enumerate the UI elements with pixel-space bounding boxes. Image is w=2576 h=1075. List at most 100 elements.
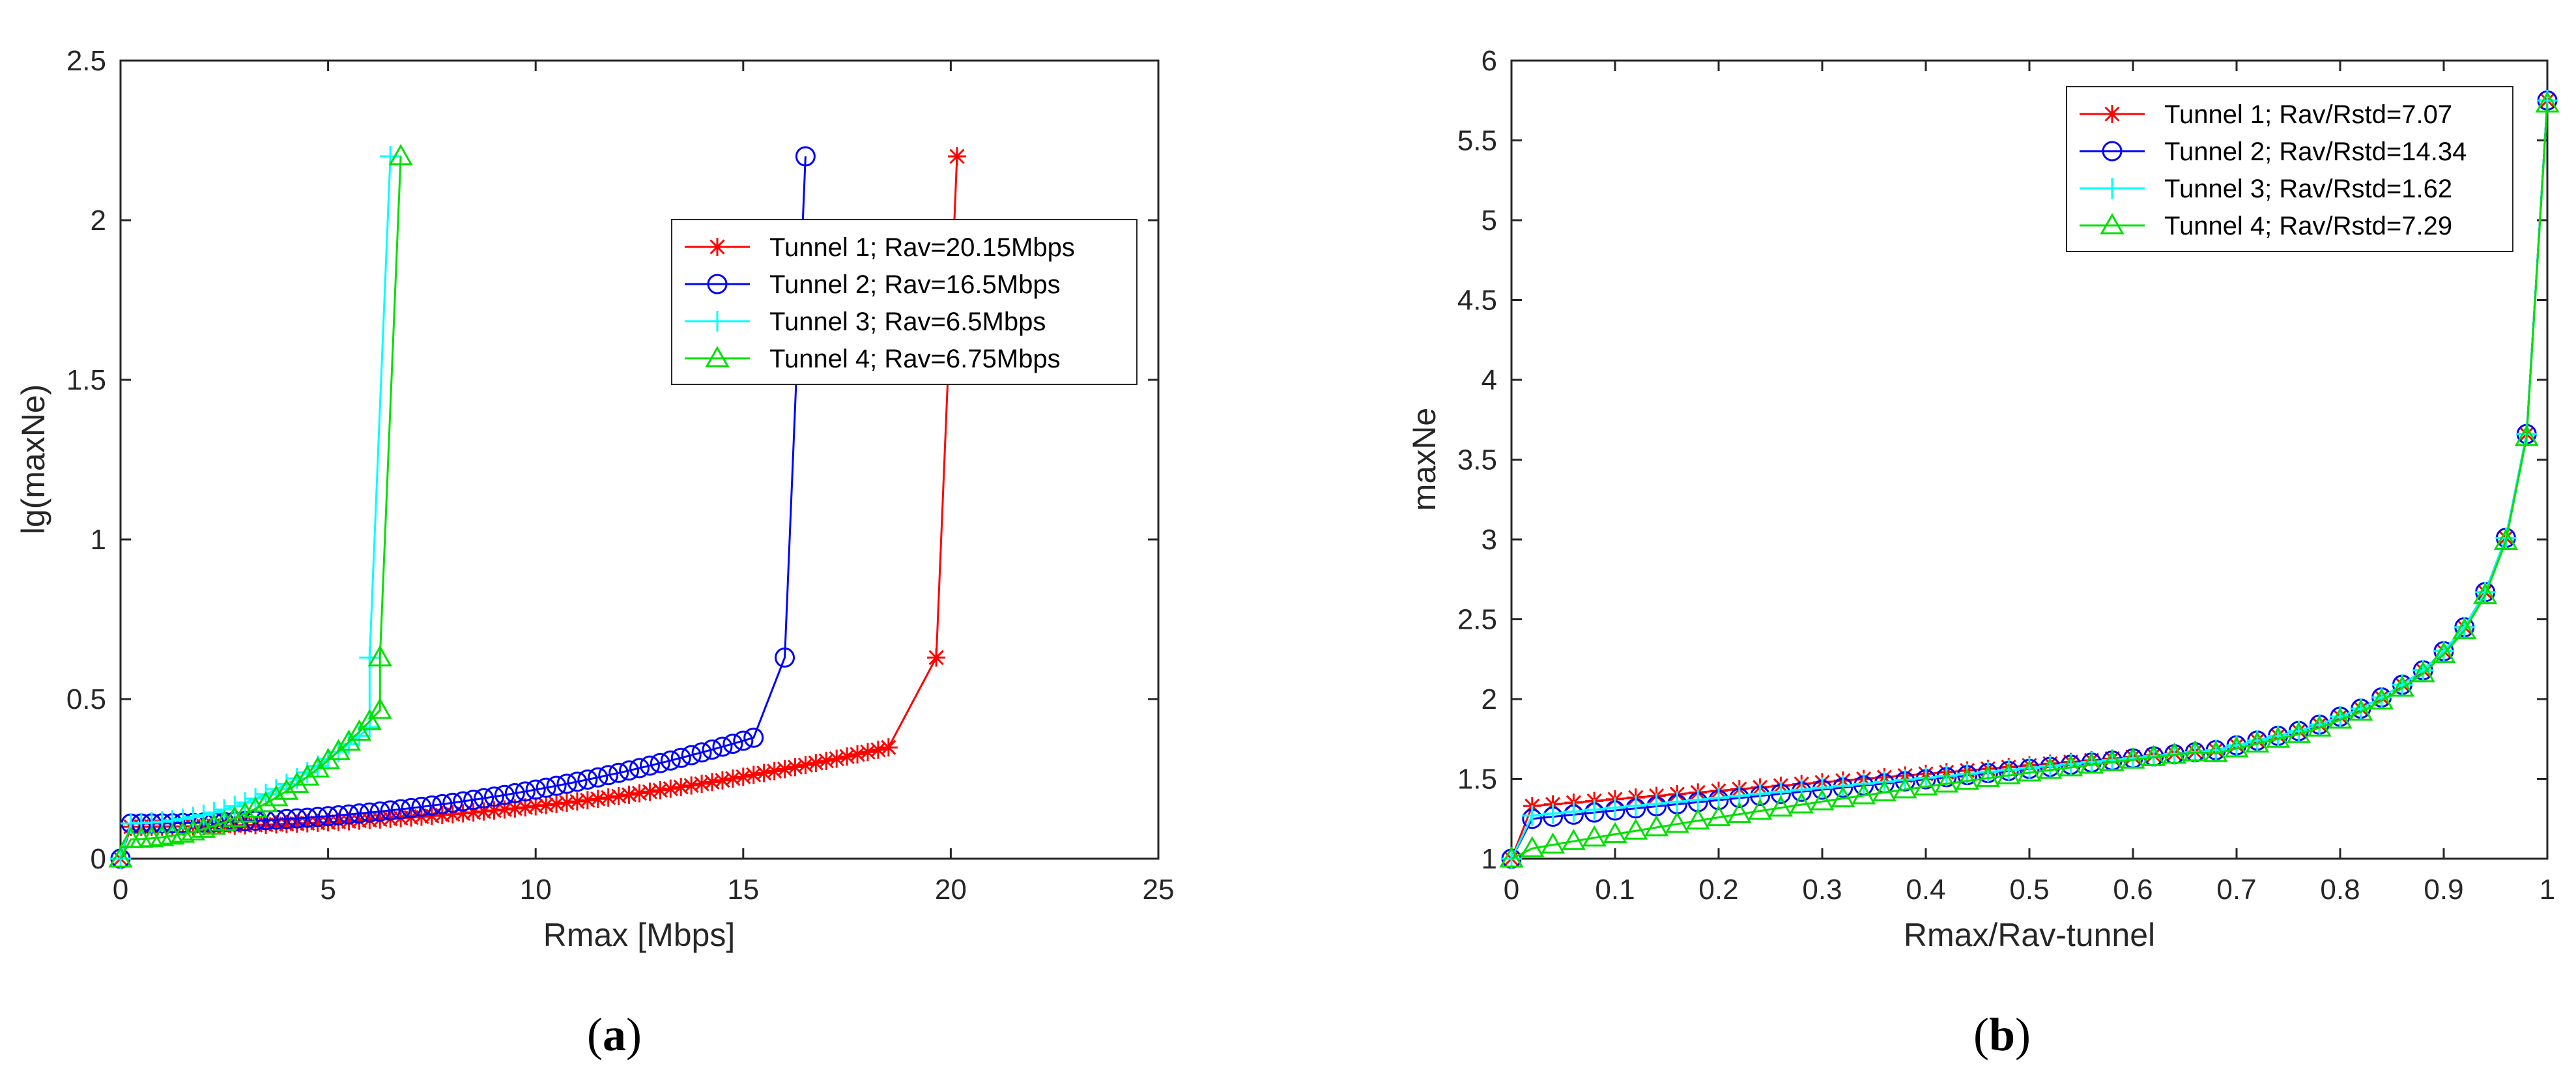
panel-b-x-tick-label: 0.3 (1802, 874, 1842, 906)
panel-b-series-4-point (1831, 786, 1855, 808)
panel-a-series-2-point (338, 804, 359, 825)
panel-a-x-axis-label: Rmax [Mbps] (543, 917, 736, 953)
panel-b-x-tick-label: 0.6 (2113, 874, 2153, 906)
panel-a-series-4-point (180, 819, 206, 841)
panel-b-series-4-point (2182, 739, 2207, 762)
panel-a-caption-letter: a (603, 1009, 626, 1061)
panel-b-legend-label-2: Tunnel 2; Rav/Rstd=14.34 (2164, 137, 2467, 166)
panel-a-legend-label-4: Tunnel 4; Rav=6.75Mbps (769, 345, 1061, 373)
panel-a-series-2-point (629, 758, 650, 779)
panel-a-series-4-point (285, 771, 309, 794)
panel-b-x-tick-label: 0.8 (2320, 874, 2360, 906)
panel-b-series-4-point (1706, 805, 1731, 827)
panel-b-caption-letter: b (1989, 1009, 2015, 1061)
panel-a-series-1-point (651, 781, 670, 799)
panel-b-y-tick-label: 5 (1481, 205, 1497, 236)
panel-b-x-tick-label: 0.9 (2424, 874, 2463, 906)
panel-b-series-4-point (2224, 736, 2249, 758)
panel-a-series-2-point (422, 795, 442, 816)
panel-b-y-tick-label: 4.5 (1457, 285, 1497, 317)
panel-a-series-2-point (546, 775, 567, 796)
panel-a-series-2-point (525, 779, 546, 800)
panel-b-legend-marker-1 (2103, 105, 2121, 123)
panel-b-series-4-point (2493, 528, 2518, 550)
panel-a-series-2-point (712, 736, 733, 757)
panel-a-series-2-point (359, 802, 380, 823)
panel-a-series-2-point (276, 809, 297, 829)
panel-a-series-2-point (660, 750, 681, 771)
panel-a-series-3-point (193, 804, 214, 825)
panel-a-series-2-point (349, 803, 369, 824)
panel-a-series-2-point (608, 762, 629, 783)
panel-a-series-2-point (567, 771, 588, 792)
panel-b-series-3-point (1563, 801, 1584, 822)
panel-b-series-3-point (1998, 759, 2020, 781)
panel-a-y-axis-label: lg(maxNe) (15, 384, 51, 535)
panel-a-series-3-point (265, 779, 287, 800)
panel-a-series-2-point (795, 146, 816, 167)
panel-b-x-tick-label: 0.1 (1595, 874, 1635, 906)
panel-b-x-tick-label: 1 (2540, 874, 2555, 906)
panel-b-series-4-point (1582, 825, 1607, 847)
panel-a-series-4-markers (108, 143, 413, 868)
panel-b-y-tick-label: 1.5 (1457, 764, 1497, 796)
panel-a-series (108, 143, 966, 869)
panel-b-x-tick-label: 0.5 (2009, 874, 2049, 906)
panel-a-series-2-point (442, 792, 463, 813)
panel-b-y-tick-label: 3.5 (1457, 444, 1497, 476)
panel-b-y-axis-label: maxNe (1406, 408, 1442, 511)
panel-b-x-tick-label: 0.4 (1906, 874, 1945, 906)
panel-a-series-2-point (453, 791, 474, 812)
panel-b-series-4-point (2059, 754, 2083, 777)
panel-b-series-3-point (1625, 795, 1646, 816)
panel-a-series-2-point (328, 805, 349, 825)
panel-b-legend: Tunnel 1; Rav/Rstd=7.07 Tunnel 2; Rav/Rst… (2066, 86, 2513, 252)
panel-b-series-4-point (1499, 846, 1524, 868)
panel-b-y-tick-label: 1 (1481, 843, 1497, 875)
panel-b-series-4-point (1893, 777, 1917, 799)
panel-b-series-4-point (2431, 642, 2456, 663)
panel-b-series-4-point (2514, 425, 2539, 446)
panel-a-x-tick-label: 15 (727, 874, 759, 906)
panel-a-legend-marker-1 (708, 238, 726, 256)
panel-a-legend: Tunnel 1; Rav=20.15Mbps Tunnel 2; Rav=16.… (671, 219, 1138, 385)
panel-b-series-4-point (2307, 715, 2332, 737)
panel-b-series-4-point (1955, 768, 1980, 790)
panel-a-y-tick-label: 1 (91, 524, 106, 556)
panel-b-series-4-point (2535, 91, 2560, 113)
panel-b-series-4-point (1810, 789, 1835, 810)
panel-b-series-3-point (1667, 791, 1688, 812)
panel-a-series-3-point (214, 799, 235, 820)
panel-b-legend-marker-2 (2102, 141, 2123, 162)
panel-b-series-3-point (1584, 799, 1605, 820)
panel-b-legend-marker-3 (2102, 178, 2123, 199)
panel-a-series-2-point (318, 806, 339, 827)
panel-a-series-2-point (390, 799, 411, 820)
panel-a-series-2-point (775, 647, 795, 668)
panel-b-series-4-point (1748, 798, 1773, 820)
panel-a-series-2-point (401, 797, 422, 818)
panel-b-series-4-point (1644, 814, 1669, 837)
panel-a-series-2-point (494, 784, 515, 805)
panel-b-y-tick-label: 6 (1481, 45, 1497, 77)
panel-b-series-4-point (2100, 750, 2125, 771)
panel-b-chart: 0 0.1 0.2 0.3 0.4 0.5 0.6 0.7 0.8 0.9 1 1 1.5 2 2.5 3 3.… (1406, 45, 2560, 1061)
panel-a-series-4-point (264, 785, 289, 807)
panel-b-series-4-markers (1499, 91, 2560, 868)
panel-b-series-4-point (2452, 618, 2477, 640)
panel-b-legend-label-3: Tunnel 3; Rav/Rstd=1.62 (2164, 175, 2452, 203)
panel-a-series-1-point (927, 648, 946, 667)
panel-a-x-tick-label: 20 (935, 874, 967, 906)
panel-a-series-2-point (432, 794, 453, 814)
panel-a-series-1-point (775, 760, 794, 779)
panel-a-x-tick-label: 5 (320, 874, 336, 906)
panel-b-series-4-point (1768, 795, 1793, 817)
panel-a-series-2-point (308, 807, 328, 827)
panel-a-series-4-point (274, 779, 299, 800)
panel-b-series-4-point (2473, 582, 2498, 605)
panel-a-axes: 0 5 10 15 20 25 0 0.5 1 1.5 2 2.5 (66, 45, 1175, 906)
panel-b-series-4-point (2079, 752, 2104, 774)
panel-b-legend-label-1: Tunnel 1; Rav/Rstd=7.07 (2164, 100, 2452, 129)
panel-a-series-2-point (743, 727, 764, 748)
